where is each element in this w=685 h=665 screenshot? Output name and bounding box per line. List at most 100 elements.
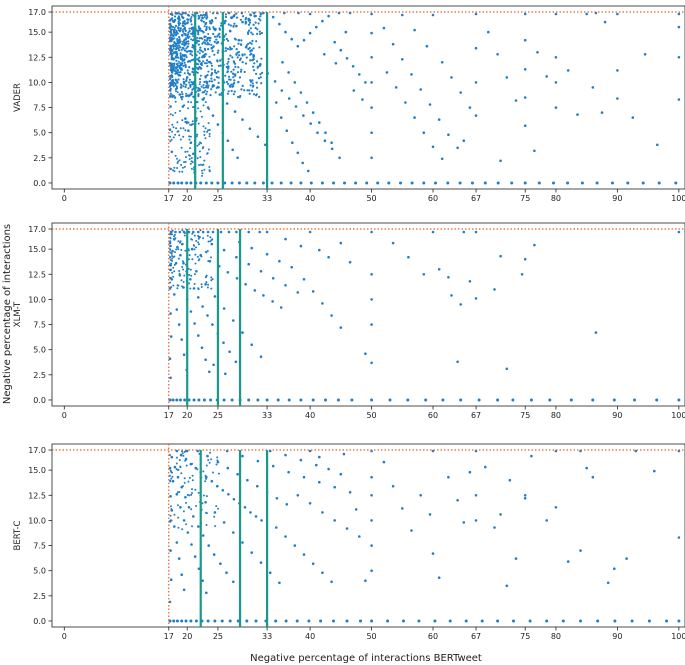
scatter-point: [188, 273, 191, 276]
scatter-point: [237, 42, 240, 45]
zero-point: [350, 398, 354, 402]
scatter-point: [252, 69, 256, 72]
scatter-point: [468, 470, 472, 474]
scatter-point: [175, 46, 179, 50]
scatter-point: [199, 81, 202, 83]
scatter-point: [207, 148, 210, 151]
y-tick-label: 15.0: [28, 28, 46, 37]
scatter-point: [181, 46, 184, 50]
scatter-point: [177, 516, 180, 519]
scatter-point: [271, 15, 275, 19]
scatter-point: [179, 253, 182, 257]
scatter-point: [189, 278, 192, 281]
scatter-point: [228, 350, 231, 354]
scatter-point: [212, 32, 215, 36]
zero-point: [545, 619, 549, 623]
scatter-point: [184, 496, 187, 499]
scatter-point: [189, 162, 192, 165]
scatter-point: [213, 35, 217, 38]
scatter-point: [169, 52, 172, 55]
scatter-point: [221, 489, 225, 492]
scatter-point: [200, 63, 203, 66]
scatter-point: [201, 534, 205, 537]
scatter-point: [493, 526, 496, 529]
scatter-point: [187, 129, 190, 132]
x-tick-label: 0: [62, 194, 67, 203]
zero-point: [289, 181, 293, 185]
scatter-point: [185, 122, 188, 125]
scatter-point: [422, 273, 426, 276]
scatter-point: [224, 49, 228, 52]
zero-point: [580, 181, 584, 185]
scatter-point: [202, 60, 205, 63]
scatter-point: [172, 284, 175, 287]
scatter-point: [175, 308, 179, 311]
scatter-point: [188, 81, 191, 84]
scatter-point: [211, 238, 214, 241]
x-tick-label: 75: [520, 632, 530, 641]
scatter-point: [259, 15, 262, 18]
scatter-point: [181, 93, 184, 96]
zero-point: [665, 619, 669, 623]
scatter-point: [236, 156, 239, 160]
scatter-point: [247, 230, 250, 234]
scatter-point: [190, 274, 193, 277]
scatter-point: [240, 88, 243, 91]
scatter-point: [178, 230, 182, 234]
zero-point: [399, 181, 402, 185]
scatter-point: [169, 77, 172, 81]
x-tick-label: 17: [164, 194, 174, 203]
scatter-point: [193, 283, 196, 285]
scatter-point: [177, 39, 180, 42]
scatter-point: [259, 73, 262, 76]
scatter-point: [616, 69, 619, 72]
scatter-point: [217, 76, 220, 79]
zero-point: [510, 181, 514, 185]
scatter-point: [216, 85, 220, 88]
scatter-point: [224, 74, 227, 77]
x-tick-label: 90: [612, 411, 622, 420]
scatter-point: [338, 156, 341, 160]
zero-point: [677, 398, 681, 402]
scatter-point: [206, 43, 208, 46]
scatter-point: [290, 37, 294, 41]
scatter-point: [238, 54, 241, 57]
scatter-point: [195, 246, 198, 249]
scatter-point: [241, 20, 244, 24]
zero-point: [185, 181, 189, 185]
scatter-point: [188, 78, 191, 81]
zero-point: [180, 619, 184, 623]
scatter-point: [258, 17, 261, 20]
scatter-point: [213, 53, 216, 56]
scatter-point: [188, 14, 191, 17]
scatter-point: [212, 553, 216, 556]
scatter-point: [370, 519, 373, 522]
scatter-point: [186, 150, 189, 153]
scatter-point: [237, 81, 240, 84]
scatter-point: [677, 230, 681, 234]
zero-point: [596, 619, 600, 623]
scatter-point: [187, 107, 189, 110]
scatter-point: [183, 26, 186, 29]
scatter-point: [205, 524, 208, 526]
scatter-point: [202, 494, 205, 497]
scatter-point: [190, 32, 192, 35]
zero-point: [270, 181, 274, 185]
scatter-point: [456, 146, 459, 150]
scatter-point: [413, 116, 416, 119]
scatter-point: [394, 86, 398, 89]
scatter-point: [179, 68, 182, 71]
scatter-point: [201, 16, 204, 20]
zero-point: [180, 181, 184, 185]
scatter-point: [175, 493, 179, 496]
scatter-point: [182, 135, 185, 138]
scatter-point: [176, 167, 179, 169]
y-tick-label: 12.5: [28, 270, 46, 279]
scatter-point: [226, 70, 229, 73]
scatter-point: [259, 32, 262, 36]
scatter-point: [184, 41, 188, 45]
scatter-point: [177, 257, 180, 260]
scatter-point: [172, 25, 175, 29]
scatter-point: [171, 259, 174, 262]
scatter-point: [169, 237, 172, 240]
